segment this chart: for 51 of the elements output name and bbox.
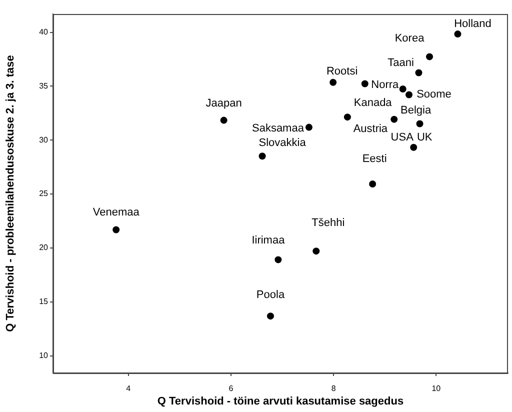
- y-tick-label: 30: [39, 135, 49, 144]
- annotation: UK: [416, 131, 433, 144]
- point: [361, 80, 368, 88]
- point: [330, 78, 337, 86]
- point: [390, 116, 398, 123]
- point: [344, 114, 351, 121]
- y-tick-label: 35: [39, 81, 49, 90]
- annotation: Saksamaa: [252, 122, 305, 134]
- annotation: Kanada: [354, 97, 393, 110]
- x-tick-label: 10: [432, 384, 442, 394]
- annotation: Belgia: [400, 104, 432, 117]
- annotation: Eesti: [362, 153, 387, 166]
- annotation: Norra: [371, 78, 400, 91]
- annotation: Venemaa: [92, 206, 140, 219]
- point: [399, 86, 406, 93]
- annotation: Korea: [394, 32, 426, 45]
- point: [410, 144, 418, 151]
- annotation: Slovakkia: [258, 137, 307, 150]
- point: [406, 91, 412, 98]
- point: [112, 226, 120, 234]
- annotation: Jaapan: [206, 97, 242, 110]
- y-tick-label: 40: [39, 28, 49, 37]
- point: [416, 120, 424, 128]
- point: [258, 152, 266, 160]
- annotation: Poola: [256, 289, 286, 302]
- annotation: Soome: [416, 88, 452, 101]
- annotation: Austria: [353, 123, 388, 136]
- point: [369, 180, 376, 188]
- point: [274, 256, 282, 264]
- y-tick-label: 20: [39, 243, 49, 252]
- y-axis-title: Q Tervishoid - probleemilahendusoskuse 2. ja 3. tase: [4, 55, 17, 332]
- annotation: Iirimaa: [252, 234, 286, 247]
- point: [426, 53, 434, 60]
- point: [266, 312, 274, 320]
- point: [220, 116, 228, 124]
- annotation: USA: [390, 131, 414, 144]
- y-tick-label: 25: [39, 189, 49, 198]
- annotation: Rootsi: [326, 65, 358, 78]
- annotation: Taani: [388, 56, 414, 69]
- point: [312, 248, 320, 255]
- x-axis-title: Q Tervishoid - töine arvuti kasutamise sagedus: [157, 395, 404, 408]
- y-tick-label: 15: [39, 297, 49, 306]
- point: [454, 30, 462, 38]
- point: [415, 69, 422, 76]
- annotation: Holland: [454, 18, 492, 30]
- point: [305, 124, 312, 131]
- x-tick-label: 8: [331, 384, 336, 394]
- y-tick-label: 10: [39, 350, 49, 360]
- annotation: Tšehhi: [312, 217, 345, 230]
- x-tick-label: 6: [228, 384, 234, 394]
- x-tick-label: 4: [126, 384, 132, 394]
